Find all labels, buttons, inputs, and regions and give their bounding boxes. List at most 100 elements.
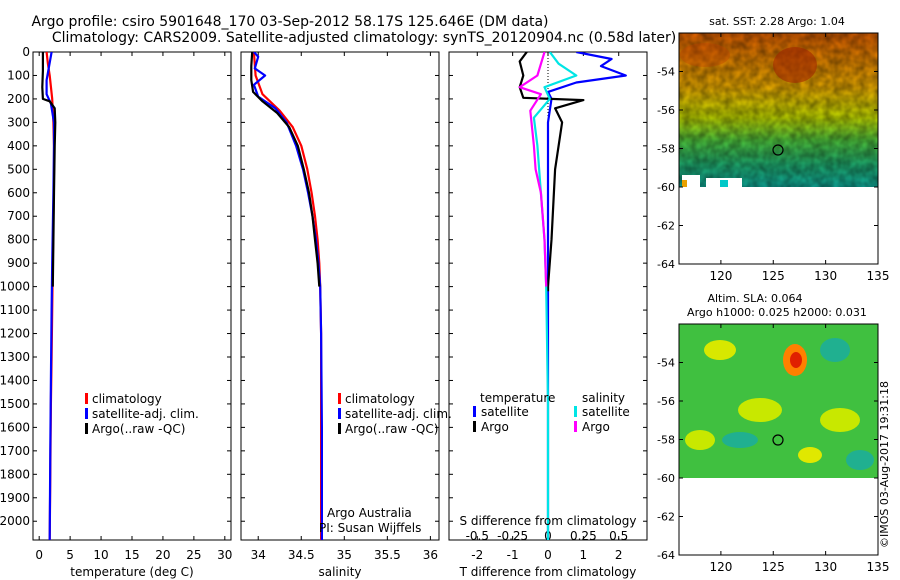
lat-tick-label: -54 (657, 357, 675, 370)
lon-tick-label: 125 (762, 269, 785, 283)
lat-tick-label: -64 (657, 258, 675, 271)
x-tick-label: 34.5 (288, 548, 315, 562)
x-tick-label: -2 (471, 548, 483, 562)
legend-label-satellite: satellite-adj. clim. (345, 407, 452, 421)
depth-tick-label: 1500 (0, 397, 30, 411)
lat-tick-label: -60 (657, 181, 675, 194)
x-tick-label: 20 (155, 548, 170, 562)
lat-tick-label: -58 (657, 434, 675, 447)
x-tick-label: 35 (337, 548, 352, 562)
temperature-difference-xlabel: T difference from climatology (459, 565, 637, 579)
x-tick-label: -1 (507, 548, 519, 562)
lat-tick-label: -58 (657, 143, 675, 156)
salinity-y-ticks (241, 51, 439, 522)
difference-y-ticks (449, 51, 647, 522)
salinity-xlabel: salinity (318, 565, 361, 579)
top-tick-label: -0.5 (466, 529, 489, 543)
salinity-difference-label: S difference from climatology (460, 514, 637, 528)
depth-tick-label: 1200 (0, 327, 30, 341)
sla-field-blobs (685, 338, 874, 470)
lat-tick-label: -64 (657, 549, 675, 562)
depth-axis: 0 100 200 300 400 500 600 700 800 900 1000 1100 1200… (0, 45, 231, 528)
x-tick-label: 1 (580, 548, 588, 562)
salinity-panel: 34 34.5 35 35.5 36 salinity climatology sate… (240, 51, 452, 579)
sla-map-subtitle: Argo h1000: 0.025 h2000: 0.031 (687, 306, 867, 319)
legend-swatch-satellite (85, 408, 88, 419)
depth-tick-label: 900 (7, 256, 30, 270)
x-tick-label: 0 (544, 548, 552, 562)
lat-tick-label: -54 (657, 66, 675, 79)
temperature-x-axis: 0 5 10 15 20 25 30 (35, 52, 232, 562)
lon-tick-label: 130 (814, 560, 837, 574)
legend-swatch-climatology (338, 393, 341, 404)
lat-tick-label: -56 (657, 104, 675, 117)
legend-label-satellite: satellite-adj. clim. (92, 407, 199, 421)
top-tick-label: -0.25 (497, 529, 528, 543)
series-line-argo-raw-qc (41, 52, 57, 287)
legend-label-sal-satellite: satellite (582, 405, 630, 419)
legend-title-salinity: salinity (582, 391, 625, 405)
legend-swatch-argo (85, 423, 88, 434)
sst-orange-patch (682, 180, 687, 187)
x-tick-label: 2 (615, 548, 623, 562)
legend-swatch-temp-satellite (473, 406, 476, 417)
depth-tick-label: 500 (7, 162, 30, 176)
title-line-1: Argo profile: csiro 5901648_170 03-Sep-2… (31, 14, 548, 30)
title-line-2: Climatology: CARS2009. Satellite-adjuste… (52, 30, 676, 46)
sla-blob (820, 408, 860, 432)
x-tick-label: 34 (251, 548, 266, 562)
lon-tick-label: 135 (867, 269, 890, 283)
top-tick-label: 0.5 (609, 529, 628, 543)
temperature-legend: climatology satellite-adj. clim. Argo(..… (85, 392, 199, 436)
salinity-profiles (250, 52, 323, 540)
legend-title-temperature: temperature (480, 391, 555, 405)
legend-label-argo: Argo(..raw -QC) (345, 422, 438, 436)
sla-blob (738, 398, 782, 422)
sst-cyan-patch (720, 180, 728, 187)
salinity-axes-frame (240, 51, 440, 541)
annotation-argo-australia: Argo Australia (327, 506, 412, 520)
lat-tick-label: -56 (657, 395, 675, 408)
x-tick-label: 0 (35, 548, 43, 562)
series-line-argo-raw-qc (250, 52, 321, 287)
x-tick-label: 30 (217, 548, 232, 562)
legend-label-climatology: climatology (345, 392, 415, 406)
legend-swatch-sal-argo (574, 421, 577, 432)
argo-float-marker (772, 434, 784, 446)
lat-tick-label: -60 (657, 472, 675, 485)
depth-tick-label: 1000 (0, 280, 30, 294)
series-line-satellite-adj-clim (252, 52, 323, 540)
sst-map: sat. SST: 2.28 Argo: 1.04 -54 -56 -58 -60 -6… (657, 15, 889, 283)
argo-float-marker (772, 144, 784, 156)
sla-map: Altim. SLA: 0.064 Argo h1000: 0.025 h200… (657, 292, 889, 574)
legend-swatch-climatology (85, 393, 88, 404)
series-line-salinity-satellite (532, 52, 578, 540)
lon-tick-label: 125 (762, 560, 785, 574)
legend-label-sal-argo: Argo (582, 420, 610, 434)
x-tick-label: 5 (66, 548, 74, 562)
sla-blob (704, 340, 736, 360)
depth-tick-label: 1600 (0, 420, 30, 434)
sla-map-title: Altim. SLA: 0.064 (707, 292, 802, 305)
temperature-profiles (41, 52, 57, 540)
temperature-panel: 0100200300400500600700800900100011001200… (0, 45, 232, 579)
x-tick-label: 35.5 (374, 548, 401, 562)
depth-tick-label: 800 (7, 233, 30, 247)
x-tick-label: 15 (124, 548, 139, 562)
sla-blob (846, 450, 874, 470)
x-tick-label: 10 (93, 548, 108, 562)
sla-map-axes: -54 -56 -58 -60 -62 -64 120 125 130 135 (657, 324, 889, 574)
depth-tick-label: 1400 (0, 373, 30, 387)
temperature-axes-frame (32, 51, 232, 541)
sla-blob (685, 430, 715, 450)
legend-swatch-temp-argo (473, 421, 476, 432)
sla-blob (798, 447, 822, 463)
series-line-salinity-argo (518, 52, 548, 287)
x-tick-label: 36 (423, 548, 438, 562)
sst-warm-core (773, 47, 817, 83)
depth-tick-label: 400 (7, 139, 30, 153)
lon-tick-label: 120 (709, 560, 732, 574)
depth-tick-label: 700 (7, 209, 30, 223)
